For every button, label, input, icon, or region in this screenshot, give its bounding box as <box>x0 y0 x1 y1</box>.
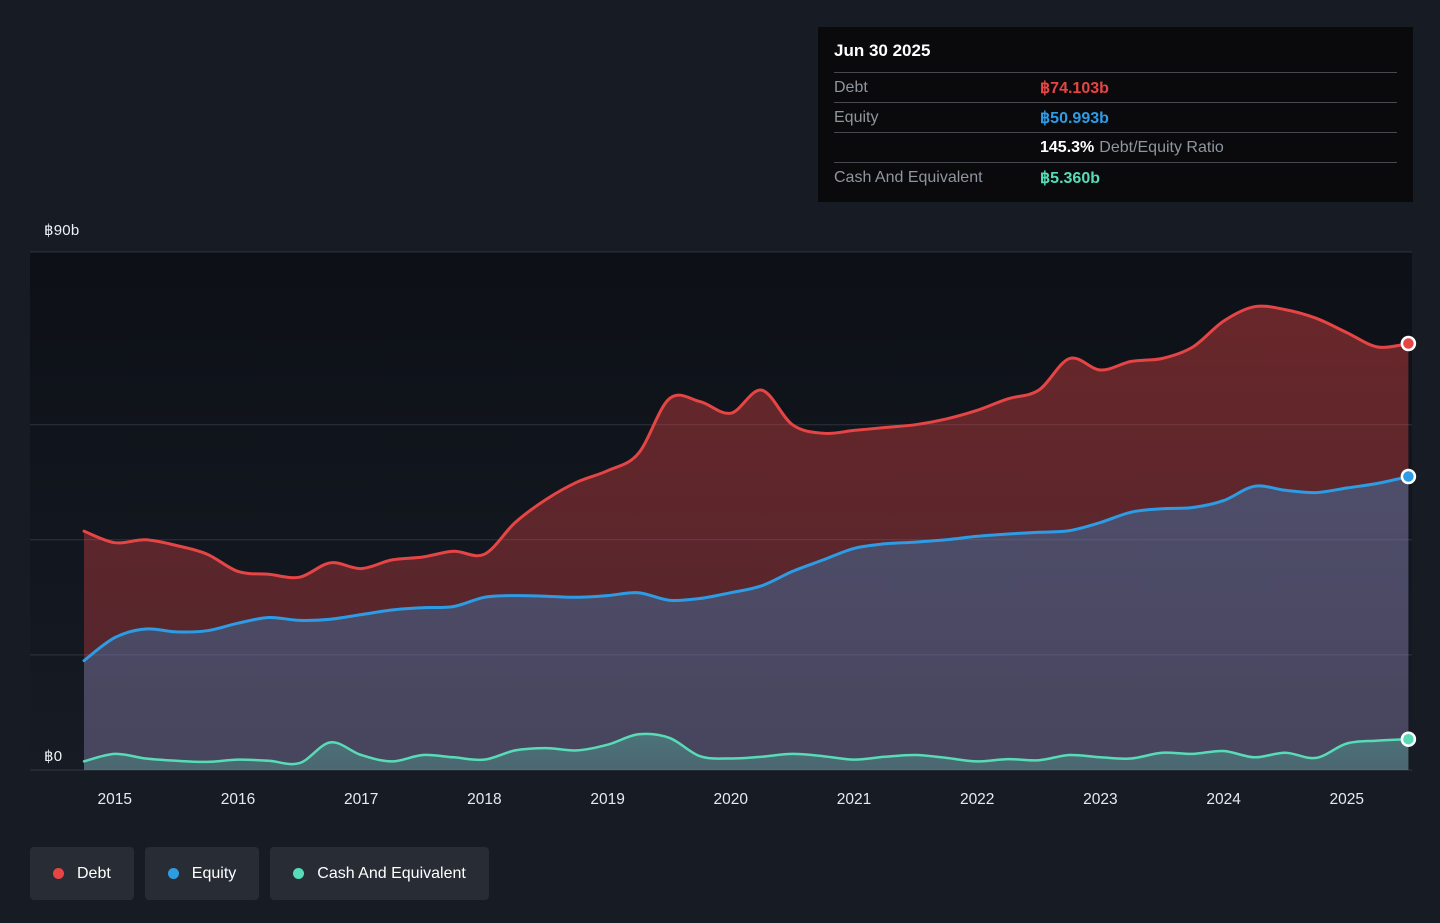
y-axis-label-zero: ฿0 <box>44 748 63 765</box>
x-axis-tick-2025: 2025 <box>1329 791 1365 808</box>
x-axis-tick-2018: 2018 <box>467 791 502 808</box>
legend-item-equity[interactable]: Equity <box>144 847 260 900</box>
tooltip-row-ratio: 145.3% Debt/Equity Ratio <box>834 133 1397 163</box>
equity-series-dot-icon <box>167 868 179 879</box>
tooltip-row-equity: Equity ฿50.993b <box>834 103 1397 133</box>
debt-equity-history-chart[interactable] <box>0 0 1440 840</box>
x-axis-tick-2019: 2019 <box>590 791 625 808</box>
legend-equity-label: Equity <box>191 864 237 882</box>
x-axis-tick-2024: 2024 <box>1206 791 1241 808</box>
tooltip-debt-value: ฿74.103b <box>1040 79 1109 97</box>
cash-series-dot-icon <box>293 868 305 879</box>
chart-tooltip: Jun 30 2025 Debt ฿74.103b Equity ฿50.993… <box>818 27 1413 202</box>
x-axis: 2015 2016 2017 2018 2019 2020 2021 2022 2023 2024… <box>0 791 1440 813</box>
tooltip-equity-label: Equity <box>834 108 879 126</box>
tooltip-row-debt: Debt ฿74.103b <box>834 73 1397 103</box>
tooltip-equity-value: ฿50.993b <box>1040 109 1109 127</box>
legend-debt-label: Debt <box>77 864 111 882</box>
legend-cash-label: Cash And Equivalent <box>317 864 466 882</box>
legend-item-debt[interactable]: Debt <box>30 847 134 900</box>
tooltip-ratio-value: 145.3% Debt/Equity Ratio <box>1040 139 1397 157</box>
x-axis-tick-2020: 2020 <box>713 791 749 808</box>
tooltip-debt-label: Debt <box>834 78 868 96</box>
x-axis-tick-2017: 2017 <box>343 791 379 808</box>
tooltip-row-cash: Cash And Equivalent ฿5.360b <box>834 163 1397 193</box>
x-axis-tick-2016: 2016 <box>220 791 256 808</box>
tooltip-cash-value: ฿5.360b <box>1040 170 1100 187</box>
x-axis-tick-2022: 2022 <box>959 791 995 808</box>
x-axis-tick-2015: 2015 <box>97 791 133 808</box>
y-axis-label-max: ฿90b <box>44 222 80 239</box>
tooltip-ratio-caption: Debt/Equity Ratio <box>1099 138 1224 156</box>
debt-series-dot-icon <box>53 868 64 879</box>
tooltip-date: Jun 30 2025 <box>834 39 1397 73</box>
tooltip-ratio-percent: 145.3% <box>1040 138 1095 156</box>
x-axis-tick-2023: 2023 <box>1083 791 1118 808</box>
x-axis-tick-2021: 2021 <box>836 791 872 808</box>
tooltip-cash-label: Cash And Equivalent <box>834 169 983 186</box>
legend-item-cash[interactable]: Cash And Equivalent <box>270 847 489 900</box>
chart-legend: Debt Equity Cash And Equivalent <box>30 847 489 900</box>
